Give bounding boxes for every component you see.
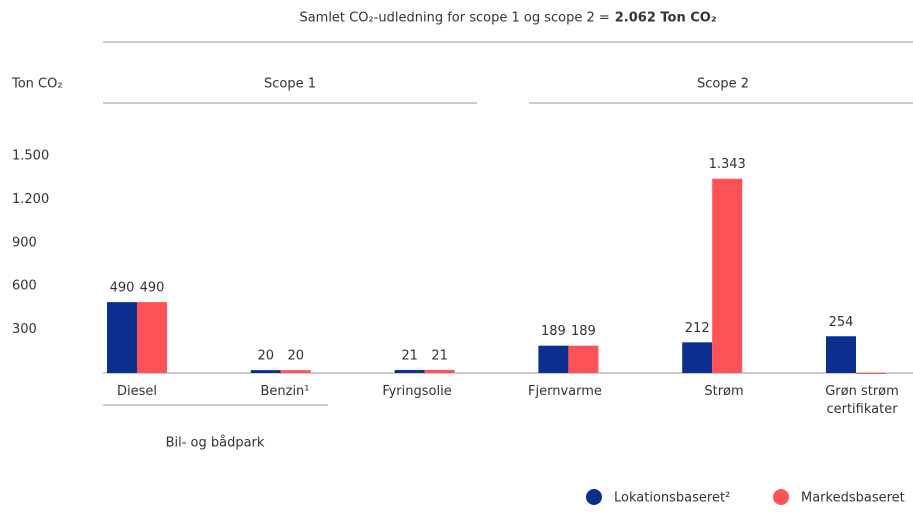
x-tick-label: Fjernvarme [528, 384, 602, 399]
bar [538, 345, 569, 373]
value-label: 21 [401, 348, 418, 363]
bar [394, 369, 425, 373]
y-tick-label: 900 [12, 235, 37, 250]
value-label: 212 [685, 321, 710, 336]
legend-swatch [773, 489, 789, 505]
bar [856, 373, 886, 374]
value-label: 490 [140, 281, 165, 296]
value-label: 20 [258, 349, 275, 364]
x-tick-label: Fyringsolie [382, 384, 452, 399]
y-tick-label: 300 [12, 322, 37, 337]
y-axis-label: Ton CO₂ [11, 77, 63, 92]
bar [424, 369, 455, 373]
bar [568, 345, 599, 373]
bar [712, 178, 743, 373]
value-label: 189 [541, 324, 566, 339]
value-label: 21 [431, 348, 448, 363]
bar [280, 370, 311, 373]
bar [137, 302, 167, 373]
legend-label: Lokationsbaseret² [614, 491, 730, 506]
value-label: 254 [829, 315, 854, 330]
group-label: Scope 2 [697, 77, 749, 92]
chart-title-total: 2.062 Ton CO₂ [615, 11, 717, 26]
x-tick-label: Grøn strøm certifikater [825, 384, 899, 417]
bar [250, 370, 281, 373]
value-label: 189 [571, 324, 596, 339]
x-tick-label: Strøm [704, 384, 744, 399]
value-label: 20 [288, 349, 305, 364]
legend-label: Markedsbaseret [801, 491, 905, 506]
subgroup-label: Bil- og bådpark [166, 436, 265, 451]
bar [682, 342, 713, 373]
y-tick-label: 1.500 [12, 149, 49, 164]
bar [107, 302, 137, 373]
x-tick-label: Benzin¹ [260, 384, 310, 399]
value-label: 1.343 [709, 157, 746, 172]
legend-swatch [586, 489, 602, 505]
bar [826, 336, 856, 373]
value-label: 490 [110, 281, 135, 296]
chart-title: Samlet CO₂-udledning for scope 1 og scop… [299, 11, 609, 26]
y-tick-label: 1.200 [12, 192, 49, 207]
group-label: Scope 1 [264, 77, 316, 92]
y-tick-label: 600 [12, 279, 37, 294]
x-tick-label: Diesel [116, 384, 157, 399]
